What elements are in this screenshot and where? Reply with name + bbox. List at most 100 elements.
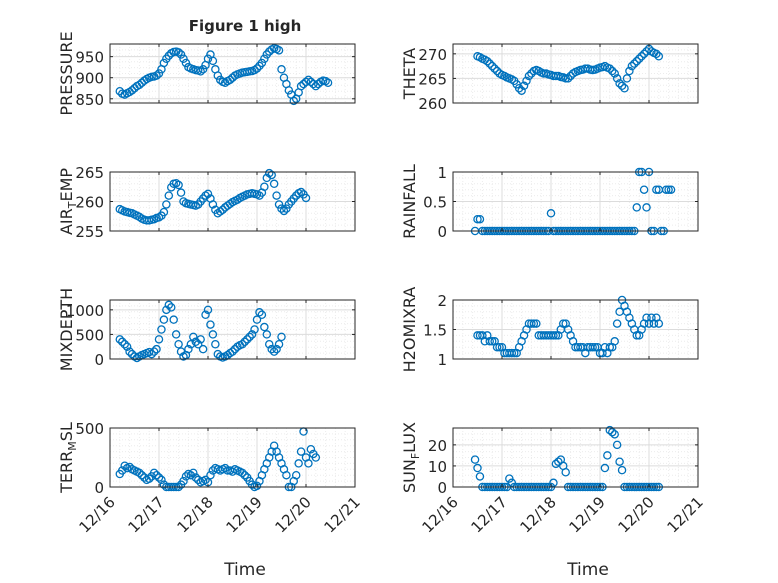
data-point (157, 325, 166, 334)
data-point (122, 342, 132, 351)
data-point (620, 84, 629, 93)
data-point (264, 168, 274, 178)
data-point (191, 473, 200, 482)
data-point (610, 337, 619, 346)
data-point (147, 349, 156, 359)
y-tick-label: 260 (418, 95, 447, 113)
y-tick-label: 0 (437, 223, 447, 241)
data-point (257, 58, 267, 68)
data-point (174, 339, 183, 349)
data-point (152, 344, 161, 354)
data-point (507, 348, 517, 358)
data-point (152, 470, 161, 480)
data-point (267, 170, 276, 180)
axes-box (109, 299, 356, 360)
data-point (264, 339, 274, 349)
y-axis-label: MIXDEPTH (57, 288, 76, 371)
data-point (323, 78, 333, 88)
data-point (608, 66, 617, 76)
data-point (238, 339, 247, 349)
data-point (247, 330, 257, 339)
data-point (561, 74, 570, 83)
data-point (291, 470, 301, 480)
data-point (483, 56, 492, 66)
data-point (169, 315, 178, 324)
data-point (485, 337, 494, 346)
data-point (473, 463, 482, 473)
axes-box (109, 43, 356, 104)
figure-title: Figure 1 high (189, 17, 302, 35)
data-point (311, 81, 321, 91)
y-tick-label: 1 (437, 164, 447, 182)
y-tick-label: 1 (437, 351, 447, 369)
data-point (505, 474, 514, 483)
data-point (203, 54, 213, 64)
data-point (590, 342, 600, 352)
data-point (245, 332, 254, 342)
y-tick-label: 0 (94, 351, 104, 369)
data-point (208, 330, 218, 339)
data-point (159, 480, 169, 489)
data-point (475, 472, 485, 481)
data-point (661, 185, 671, 194)
data-point (605, 342, 615, 352)
data-point (154, 335, 164, 344)
axes-box (109, 427, 356, 488)
data-point (561, 467, 570, 477)
data-point (144, 347, 154, 357)
y-tick-label: 265 (418, 70, 447, 88)
data-point (181, 58, 191, 68)
data-point (260, 322, 269, 332)
data-point (257, 310, 267, 319)
data-point (296, 447, 306, 456)
data-point (206, 470, 215, 480)
data-point (639, 185, 649, 194)
data-point (135, 468, 144, 478)
data-point (274, 200, 284, 209)
data-point (634, 54, 644, 64)
data-point (282, 204, 291, 213)
data-point (215, 207, 225, 216)
y-tick-label: 10 (428, 458, 447, 476)
data-point (260, 54, 269, 64)
data-point (549, 331, 558, 340)
data-point (608, 427, 617, 437)
data-point (612, 74, 622, 83)
data-point (118, 466, 127, 475)
data-point (250, 65, 259, 75)
data-point (666, 185, 676, 194)
data-point (269, 347, 279, 356)
data-point (213, 71, 223, 80)
data-point (637, 52, 646, 61)
data-point (532, 319, 541, 328)
y-tick-label: 950 (75, 49, 104, 67)
data-point (475, 214, 485, 224)
data-point (242, 335, 252, 344)
y-tick-label: 1000 (66, 302, 104, 320)
data-point (157, 475, 166, 485)
data-point (247, 480, 257, 489)
data-point (632, 56, 642, 66)
data-point (154, 69, 164, 78)
y-tick-label: 1.5 (423, 322, 447, 340)
data-point (196, 67, 205, 76)
data-point (189, 468, 198, 478)
data-point (600, 463, 610, 473)
y-tick-label: 500 (75, 326, 104, 344)
y-tick-label: 0 (437, 479, 447, 497)
data-point (272, 191, 281, 200)
data-point (321, 76, 330, 86)
data-point (191, 337, 200, 347)
x-axis-label-right: Time (566, 560, 609, 580)
data-point (181, 472, 191, 481)
data-point (294, 459, 303, 468)
data-point (166, 303, 176, 312)
y-tick-label: 270 (418, 46, 447, 64)
data-point (218, 205, 227, 215)
data-point (527, 319, 536, 328)
data-point (164, 300, 174, 310)
data-point (201, 475, 210, 485)
data-point (612, 319, 622, 328)
